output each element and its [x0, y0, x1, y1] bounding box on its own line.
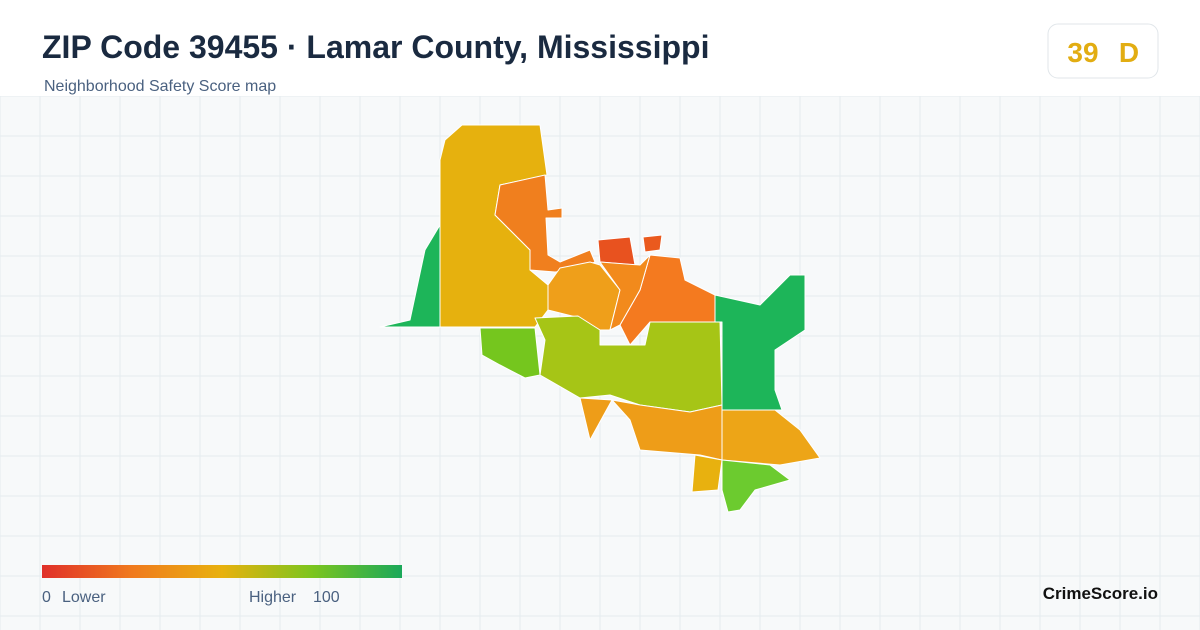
- subtitle: Neighborhood Safety Score map: [44, 78, 276, 95]
- region: [479, 327, 541, 379]
- region: [714, 274, 806, 411]
- region: [642, 234, 663, 253]
- legend-max: 100: [313, 589, 340, 606]
- region: [691, 454, 723, 493]
- score-value: 39: [1067, 37, 1098, 68]
- region: [597, 236, 636, 266]
- legend-min: 0: [42, 589, 51, 606]
- title: ZIP Code 39455 · Lamar County, Mississip…: [42, 29, 709, 65]
- legend-max-label: Higher: [249, 589, 297, 606]
- brand: CrimeScore.io: [1043, 584, 1158, 603]
- legend-min-label: Lower: [62, 589, 106, 606]
- region: [579, 397, 613, 441]
- region: [599, 254, 651, 331]
- region: [494, 174, 596, 273]
- legend-scale: [42, 565, 402, 578]
- zip-map: [379, 124, 821, 513]
- score-grade: D: [1119, 37, 1139, 68]
- grid: [0, 95, 1200, 630]
- region: [721, 459, 791, 513]
- header-band: [0, 0, 1200, 96]
- region: [379, 224, 441, 328]
- score-box: [1047, 23, 1159, 79]
